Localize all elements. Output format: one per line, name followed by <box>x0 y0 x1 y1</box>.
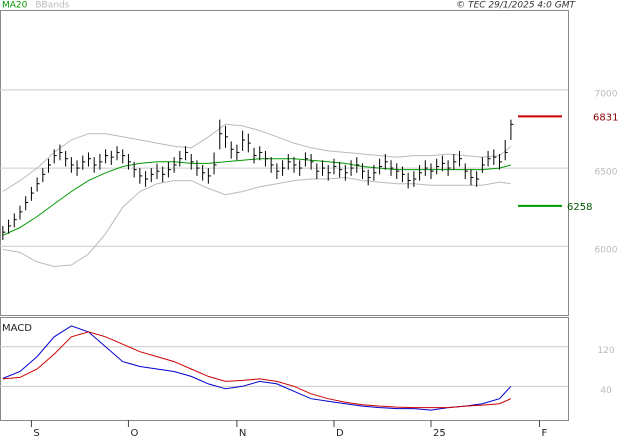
legend-entry: BBands <box>35 1 69 11</box>
macd-line <box>2 331 512 409</box>
x-tick-label: O <box>130 428 138 439</box>
macd-frame <box>0 317 569 421</box>
x-tick-label: F <box>541 428 547 439</box>
y-tick-label: 40 <box>600 386 612 396</box>
legend-entry: MA20 <box>2 1 28 11</box>
y-tick-label: 7000 <box>595 89 618 99</box>
band-lower <box>2 176 511 268</box>
x-tick-label: D <box>336 428 344 439</box>
band-upper <box>2 123 512 192</box>
source: © TEC 29/1/2025 4:0 GMT <box>456 1 576 11</box>
x-tick-label: N <box>239 428 246 439</box>
level-label: 6258 <box>567 202 592 213</box>
price-frame <box>0 10 569 316</box>
y-tick-label: 6000 <box>595 246 618 256</box>
level-label: 6831 <box>593 112 618 123</box>
y-tick-label: 120 <box>597 346 614 356</box>
x-tick-label: 25 <box>433 428 446 439</box>
panel-title: MACD <box>2 323 32 334</box>
y-tick-label: 6500 <box>595 168 618 178</box>
x-tick-label: S <box>33 428 39 439</box>
